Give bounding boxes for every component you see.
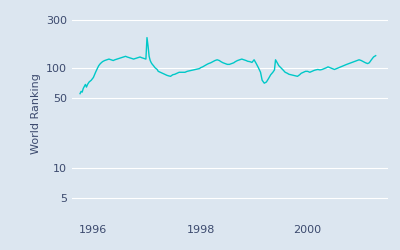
Y-axis label: World Ranking: World Ranking xyxy=(30,73,40,154)
